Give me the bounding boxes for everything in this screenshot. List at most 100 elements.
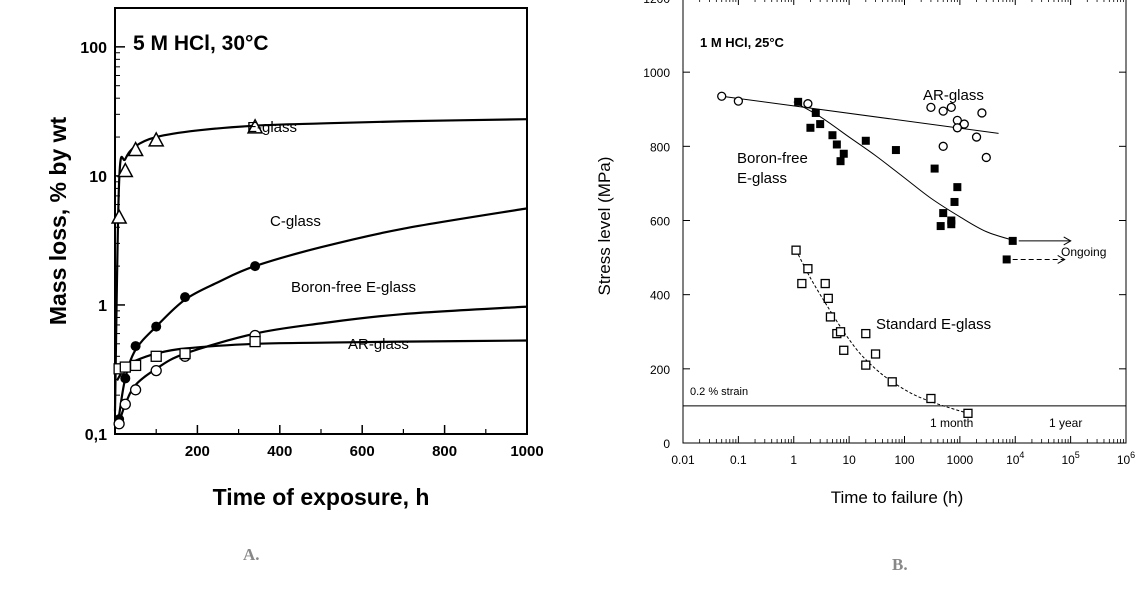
panel-a-curves: [113, 118, 528, 430]
panel-a-point: [120, 373, 131, 384]
panel-b-point: [791, 245, 801, 255]
panel-b-y-tick-label: 600: [650, 215, 670, 229]
panel-a-x-axis-label: Time of exposure, h: [213, 484, 430, 510]
panel-a-point: [180, 292, 191, 303]
panel-a-series-label-boron-free: Boron-free E-glass: [291, 279, 416, 296]
panel-a-curve-2: [116, 305, 528, 430]
panel-b-point: [887, 377, 897, 387]
panel-a-point: [113, 418, 125, 430]
panel-a-point: [129, 359, 142, 372]
panel-a-point: [119, 398, 131, 410]
panel-b-curve-ar-glass: [721, 95, 999, 134]
panel-b-point: [816, 120, 825, 129]
panel-b-ongoing-arrow-head: [1057, 255, 1066, 264]
panel-b-point: [794, 97, 803, 106]
panel-b-point: [926, 102, 936, 113]
panel-b-point: [811, 108, 820, 117]
panel-b-frame: [682, 0, 1127, 444]
panel-b-point: [823, 293, 833, 304]
panel-b-point: [950, 197, 959, 206]
panel-b-point: [963, 408, 973, 418]
panel-a-frame: [114, 7, 528, 435]
panel-b-point: [870, 349, 881, 359]
panel-b-x-tick-label: 1: [790, 453, 797, 467]
panel-a-series-label-e-glass: E-glass: [247, 119, 297, 136]
panel-b-point: [806, 123, 815, 132]
panel-b-point: [946, 102, 956, 113]
panel-b-x-tick-label: 104: [1006, 450, 1024, 467]
panel-a-point: [147, 131, 165, 147]
panel-b-point: [926, 393, 936, 404]
panel-b-y-tick-label: 0: [663, 437, 670, 451]
panel-b-point: [797, 278, 807, 289]
panel-a-point: [129, 384, 142, 396]
panel-b-annotation-strain: 0.2 % strain: [690, 386, 748, 398]
panel-b-annotation-ongoing: Ongoing: [1061, 245, 1106, 259]
panel-a-series-label-c-glass: C-glass: [270, 213, 321, 230]
panel-b-point: [953, 183, 962, 192]
panel-b-series-label-standard: Standard E-glass: [876, 316, 991, 333]
panel-b-point: [839, 149, 848, 158]
panel-b-y-tick-label: 400: [650, 289, 670, 303]
panel-b-point: [861, 136, 870, 145]
panel-a-series-label-ar-glass: AR-glass: [348, 336, 409, 353]
panel-b-point: [839, 345, 849, 355]
panel-a-point: [246, 118, 264, 134]
panel-b-point: [835, 327, 846, 337]
panel-b-x-tick-label: 10: [842, 453, 856, 467]
panel-a-curve-0: [113, 118, 528, 412]
panel-b-point: [947, 216, 956, 225]
panel-b-x-tick-label: 106: [1117, 450, 1135, 467]
panel-b-point: [828, 131, 837, 140]
panel-b-point: [861, 360, 871, 370]
panel-a-y-tick-label: 100: [80, 40, 107, 57]
panel-b-x-tick-label: 1000: [947, 453, 974, 467]
panel-a-point: [150, 350, 162, 362]
panel-b-x-axis-label: Time to failure (h): [831, 488, 964, 507]
panel-b-point: [836, 157, 845, 166]
panel-b-point: [861, 328, 871, 339]
panel-b-annotation-month: 1 month: [930, 416, 973, 430]
panel-b-point: [803, 264, 813, 274]
panel-b-point: [733, 96, 744, 106]
panel-b: 1 M HCl, 25°C Stress level (MPa) Time to…: [595, 0, 1135, 574]
panel-b-ongoing-arrows: [1012, 236, 1072, 264]
panel-b-series-label-boron-free-1: Boron-free: [737, 150, 808, 167]
panel-b-point: [981, 152, 991, 163]
panel-b-point: [959, 119, 969, 129]
panel-a-point: [249, 335, 261, 348]
panel-b-ongoing-arrow-head: [1063, 236, 1072, 246]
panel-a-markers: [110, 118, 264, 430]
panel-a-point: [110, 208, 128, 224]
panel-b-point: [938, 106, 948, 116]
panel-a-x-tick-label: 600: [350, 443, 375, 460]
panel-b-point: [971, 132, 982, 142]
panel-b-point: [825, 312, 836, 322]
panel-b-point: [891, 146, 900, 155]
panel-a-point: [127, 140, 144, 157]
panel-b-point: [820, 278, 830, 289]
panel-b-markers: [717, 91, 1017, 418]
panel-a-point: [250, 261, 261, 272]
panel-a-x-tick-label: 1000: [510, 443, 543, 460]
panel-a-curve-3: [116, 339, 528, 382]
panel-b-curve-boron-free: [793, 101, 1016, 242]
panel-a-point: [119, 361, 131, 373]
panel-a-x-tick-label: 200: [185, 443, 210, 460]
panel-a-title: 5 M HCl, 30°C: [133, 32, 269, 55]
panel-b-point: [938, 141, 948, 151]
panel-b-point: [939, 209, 948, 218]
panel-a-point: [179, 347, 191, 360]
panel-b-letter: B.: [892, 555, 908, 574]
panel-b-y-tick-label: 800: [650, 140, 670, 154]
panel-a-y-tick-label: 0,1: [85, 427, 107, 444]
panel-a-y-axis-label: Mass loss, % by wt: [45, 116, 71, 325]
panel-b-x-tick-label: 0.01: [671, 453, 695, 467]
panel-b-series-label-boron-free-2: E-glass: [737, 170, 787, 187]
panel-a-curve-1: [115, 207, 528, 429]
panel-b-point: [936, 222, 945, 231]
panel-a: 5 M HCl, 30°C Mass loss, % by wt Time of…: [45, 7, 544, 564]
panel-b-y-tick-label: 1000: [643, 66, 670, 80]
panel-b-y-tick-label: 1200: [643, 0, 670, 6]
